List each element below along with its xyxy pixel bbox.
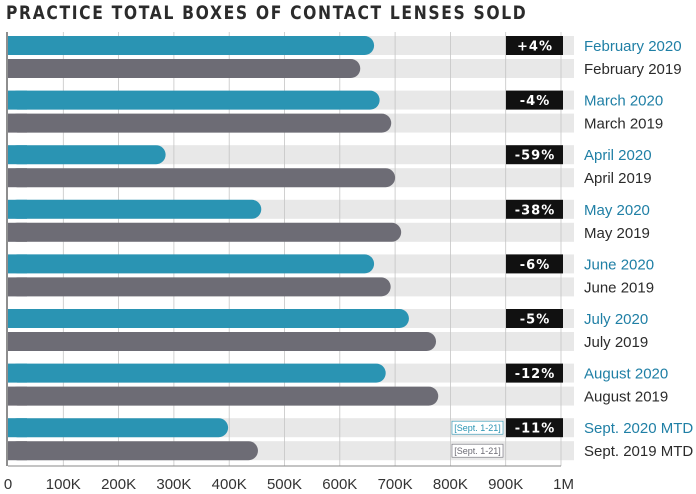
note-2019: [Sept. 1-21] [454, 446, 501, 456]
bar-2019-cap [8, 168, 27, 188]
bar-2020 [8, 363, 386, 383]
series-label-2019: June 2019 [584, 279, 654, 296]
chart-title: PRACTICE TOTAL BOXES OF CONTACT LENSES S… [6, 2, 528, 24]
change-badge-label: -59% [515, 149, 556, 164]
series-label-2020: August 2020 [584, 366, 668, 383]
series-label-2019: July 2019 [584, 334, 648, 351]
bar-2020 [8, 90, 380, 110]
x-tick-label: 100K [46, 476, 81, 493]
x-tick-label: 800K [433, 476, 468, 493]
bar-2019 [8, 222, 402, 242]
change-badge [506, 363, 563, 383]
series-label-2019: February 2019 [584, 61, 682, 78]
series-label-2020: Sept. 2020 MTD [584, 420, 693, 437]
bar-2019-cap [8, 332, 27, 351]
note-box-2020 [451, 420, 504, 435]
note-box-2019 [451, 443, 504, 458]
change-badge [506, 418, 563, 438]
bar-2020 [8, 418, 229, 438]
bar-2019 [8, 168, 396, 188]
bar-2019 [8, 277, 391, 297]
change-badge [506, 145, 563, 165]
series-label-2019: August 2019 [584, 389, 668, 406]
bar-2019-cap [8, 386, 27, 406]
change-badge-label: -11% [515, 422, 556, 437]
x-tick-label: 400K [212, 476, 247, 493]
bar-2020 [8, 254, 375, 274]
series-label-2020: July 2020 [584, 311, 648, 328]
change-badge [506, 309, 563, 328]
series-label-2020: May 2020 [584, 202, 650, 219]
x-tick-label: 500K [267, 476, 302, 493]
bar-2019-cap [8, 277, 27, 297]
bar-2020-cap [8, 90, 27, 110]
bar-2019-cap [8, 59, 27, 78]
x-tick-label: 300K [156, 476, 191, 493]
bar-2019 [8, 332, 437, 351]
change-badge [506, 254, 563, 274]
series-label-2019: March 2019 [584, 116, 663, 133]
bar-2019 [8, 59, 361, 78]
change-badge-label: -12% [515, 367, 556, 382]
series-label-2020: March 2020 [584, 93, 663, 110]
series-label-2019: April 2019 [584, 170, 652, 187]
bar-2020 [8, 199, 262, 219]
series-label-2019: Sept. 2019 MTD [584, 443, 693, 460]
change-badge-label: +4% [517, 40, 553, 55]
bar-2020-cap [8, 309, 27, 328]
bar-2019-cap [8, 222, 27, 242]
bar-2020 [8, 145, 166, 165]
x-tick-label: 200K [101, 476, 136, 493]
bar-2019 [8, 386, 439, 406]
bar-2019 [8, 441, 258, 461]
bar-2020-cap [8, 254, 27, 274]
change-badge [506, 199, 563, 219]
bar-2020 [8, 309, 409, 328]
bar-2020-cap [8, 36, 27, 55]
series-label-2020: June 2020 [584, 256, 654, 273]
bar-2019-cap [8, 113, 27, 133]
x-tick-label: 900K [488, 476, 523, 493]
change-badge-label: -38% [515, 203, 556, 218]
change-badge [506, 90, 563, 110]
note-2020: [Sept. 1-21] [454, 423, 501, 433]
bar-2020-cap [8, 199, 27, 219]
bar-2020-cap [8, 363, 27, 383]
series-label-2020: February 2020 [584, 38, 682, 55]
change-badge [506, 36, 563, 55]
bar-2020-cap [8, 418, 27, 438]
change-badge-label: -5% [520, 313, 550, 328]
bar-2019-cap [8, 441, 27, 461]
series-label-2019: May 2019 [584, 225, 650, 242]
x-tick-label: 0 [4, 476, 12, 493]
x-tick-label: 600K [322, 476, 357, 493]
series-label-2020: April 2020 [584, 147, 652, 164]
change-badge-label: -4% [520, 94, 550, 109]
bar-2019 [8, 113, 392, 133]
change-badge-label: -6% [520, 258, 550, 273]
bar-2020 [8, 36, 375, 55]
x-tick-label: 1M [553, 476, 574, 493]
bar-2020-cap [8, 145, 27, 165]
x-tick-label: 700K [378, 476, 413, 493]
